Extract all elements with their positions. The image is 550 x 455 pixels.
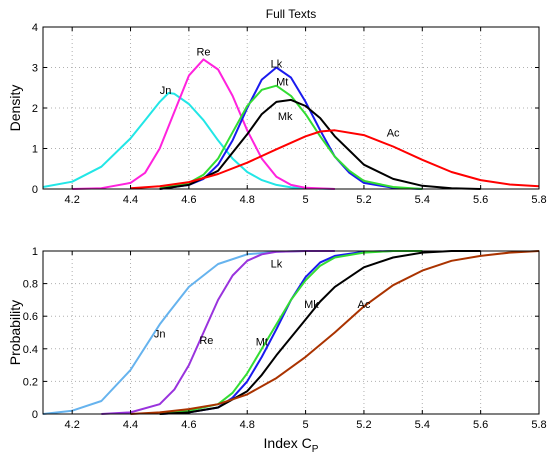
series-line-mt	[159, 84, 423, 190]
series-line-ac	[130, 129, 540, 190]
axes-box	[42, 250, 540, 415]
y-tick-label: 2	[32, 103, 38, 115]
x-axis-label: Index CP	[264, 435, 319, 455]
y-tick-label: 0.8	[23, 279, 38, 291]
curve-label-mt: Mt	[256, 337, 268, 349]
series-line-lk	[159, 66, 423, 190]
y-tick-label: 0.6	[23, 311, 38, 323]
y-axis-label: Density	[7, 85, 23, 132]
series-line-mk	[159, 98, 481, 190]
curve-label-ac: Ac	[387, 127, 400, 139]
x-tick-label: 5	[303, 194, 309, 206]
series-line-lk	[159, 250, 423, 415]
curve-label-mk: Mk	[304, 299, 319, 311]
y-tick-label: 1	[32, 144, 38, 156]
curve-label-re: Re	[199, 335, 213, 347]
y-tick-label: 1	[32, 246, 38, 258]
x-axis-label-subscript: P	[312, 444, 319, 455]
y-axis-label: Probability	[7, 300, 23, 365]
y-tick-label: 0.2	[23, 376, 38, 388]
series-line-mt	[159, 250, 423, 415]
y-tick-label: 0	[32, 184, 38, 196]
series-line-mk	[159, 250, 481, 415]
density-panel: 4.2 4.4 4.6 4.8 5 5.2 5.4 5.6 5.8 0 1 2 3 4 Jn Re Lk Mt Mk…	[7, 7, 547, 206]
x-tick-label: 5.2	[356, 194, 371, 206]
curve-label-lk: Lk	[271, 59, 283, 71]
x-tick-label: 4.4	[123, 419, 138, 431]
x-axis-label-main: Index C	[264, 435, 312, 451]
x-tick-label: 4.8	[240, 194, 255, 206]
x-tick-label: 5.4	[415, 419, 430, 431]
y-tick-label: 4	[32, 22, 38, 34]
y-tick-label: 3	[32, 63, 38, 75]
series-line-ac	[130, 250, 540, 415]
curve-label-lk: Lk	[271, 258, 283, 270]
x-tick-label: 4.8	[240, 419, 255, 431]
y-tick-label: 0	[32, 409, 38, 421]
probability-panel: 4.2 4.4 4.6 4.8 5 5.2 5.4 5.6 5.8 0 0.2 0.4 0.6 0.8 1 J…	[7, 246, 547, 455]
series-line-jn	[42, 92, 335, 190]
x-tick-label: 5.2	[356, 419, 371, 431]
curve-label-jn: Jn	[154, 328, 166, 340]
curve-label-jn: Jn	[160, 85, 172, 97]
x-tick-label: 5.8	[531, 419, 546, 431]
series-line-re	[101, 250, 335, 415]
x-tick-label: 4.2	[65, 419, 80, 431]
x-tick-label: 4.6	[181, 419, 196, 431]
x-tick-label: 5.8	[531, 194, 546, 206]
x-tick-label: 4.2	[65, 194, 80, 206]
x-tick-label: 5.4	[415, 194, 430, 206]
curve-label-re: Re	[196, 46, 210, 58]
curve-label-mt: Mt	[276, 77, 288, 89]
curve-label-ac: Ac	[358, 299, 371, 311]
x-tick-label: 5.6	[473, 419, 488, 431]
x-tick-label: 5.6	[473, 194, 488, 206]
x-tick-label: 4.4	[123, 194, 138, 206]
x-tick-label: 4.6	[181, 194, 196, 206]
curve-label-mk: Mk	[278, 111, 293, 123]
y-tick-label: 0.4	[23, 344, 38, 356]
chart-title: Full Texts	[266, 7, 316, 21]
series-line-re	[72, 58, 335, 190]
x-tick-label: 5	[303, 419, 309, 431]
